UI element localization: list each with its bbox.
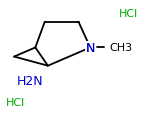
- Text: N: N: [86, 42, 95, 54]
- Text: CH3: CH3: [109, 43, 132, 53]
- Text: HCl: HCl: [119, 9, 138, 19]
- Text: N: N: [86, 42, 95, 54]
- Text: H2N: H2N: [16, 74, 43, 87]
- Text: HCl: HCl: [6, 97, 25, 107]
- FancyBboxPatch shape: [85, 41, 96, 55]
